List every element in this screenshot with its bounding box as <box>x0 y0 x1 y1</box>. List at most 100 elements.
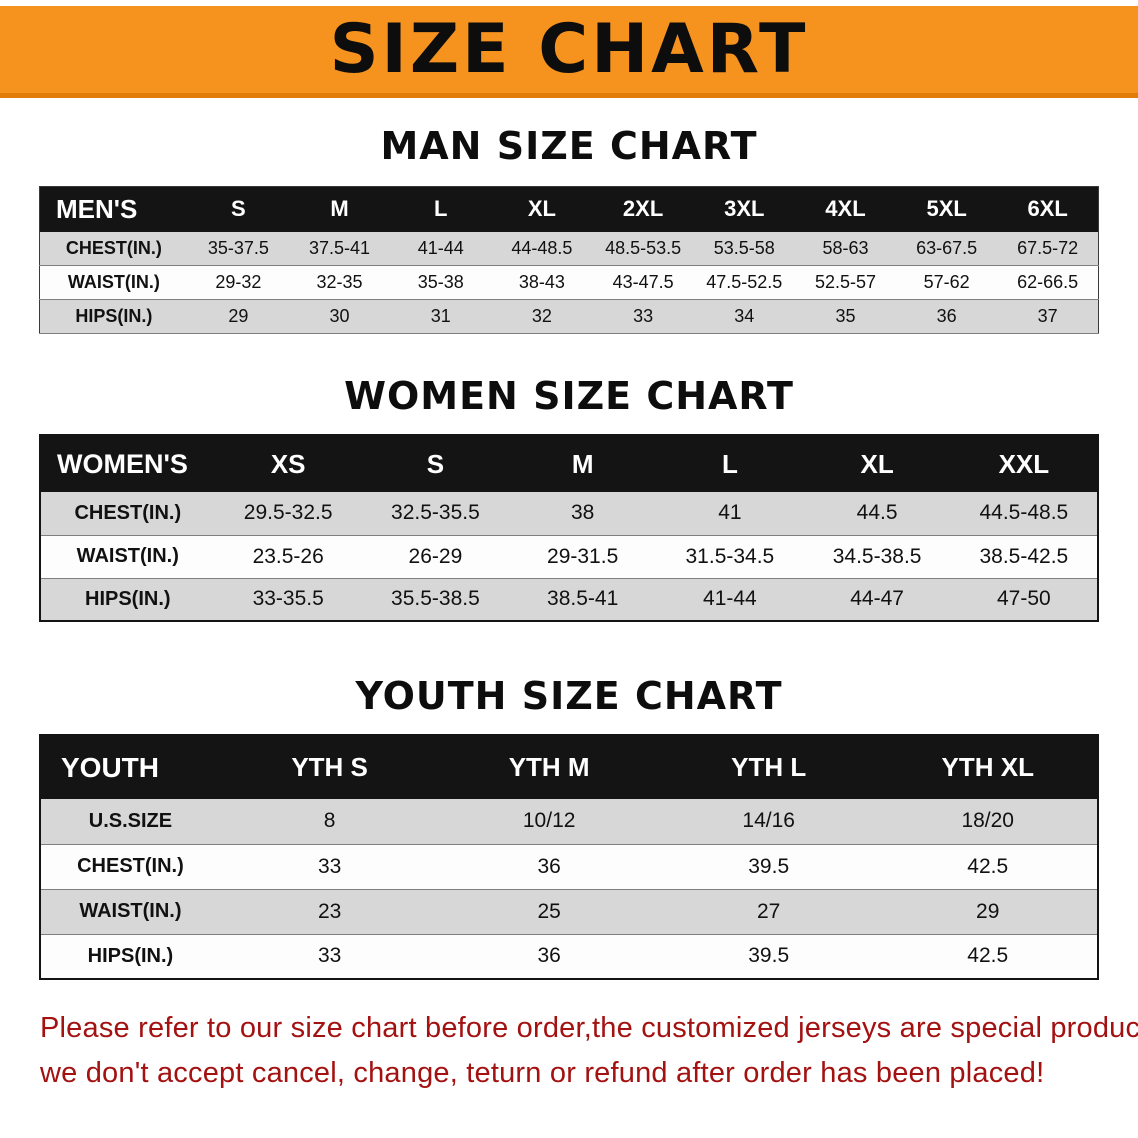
size-cell: 39.5 <box>658 844 879 889</box>
row-label: HIPS(IN.) <box>40 934 220 979</box>
column-header: M <box>509 435 657 492</box>
size-cell: 32.5-35.5 <box>361 492 510 535</box>
table-header-row: YOUTH YTH S YTH M YTH L YTH XL <box>40 735 1098 799</box>
size-cell: 14/16 <box>658 799 879 844</box>
column-header: 4XL <box>794 186 897 232</box>
table-corner-label: YOUTH <box>40 735 220 799</box>
size-cell: 23.5-26 <box>214 535 362 578</box>
size-cell: 44-47 <box>803 578 951 621</box>
size-cell: 35.5-38.5 <box>361 578 510 621</box>
row-label: HIPS(IN.) <box>39 299 188 334</box>
row-label: HIPS(IN.) <box>40 578 215 621</box>
size-cell: 36 <box>439 844 659 889</box>
size-cell: 38 <box>509 492 657 535</box>
size-cell: 23 <box>219 889 440 934</box>
table-corner-label: MEN'S <box>39 186 188 232</box>
row-label: U.S.SIZE <box>40 799 220 844</box>
size-cell: 25 <box>439 889 659 934</box>
column-header: 3XL <box>693 186 795 232</box>
column-header: L <box>390 186 492 232</box>
column-header: XXL <box>950 435 1098 492</box>
size-cell: 29 <box>187 299 289 334</box>
women-size-table: WOMEN'S XS S M L XL XXL CHEST(IN.) 29.5-32.5 32.5… <box>39 434 1099 622</box>
table-row: WAIST(IN.) 23.5-26 26-29 29-31.5 31.5-34.5 34… <box>40 535 1098 578</box>
table-row: CHEST(IN.) 35-37.5 37.5-41 41-44 44-48.5 48.5… <box>39 231 1099 266</box>
table-row: WAIST(IN.) 23 25 27 29 <box>40 889 1098 934</box>
size-cell: 29-32 <box>187 265 289 300</box>
man-size-chart-title: MAN SIZE CHART <box>380 124 758 168</box>
column-header: YTH S <box>219 735 440 799</box>
men-size-table: MEN'S S M L XL 2XL 3XL 4XL 5XL 6XL CHEST(IN.) 35-37… <box>39 186 1099 334</box>
size-cell: 44.5 <box>803 492 951 535</box>
table-row: HIPS(IN.) 29 30 31 32 33 34 35 36 37 <box>39 299 1099 334</box>
column-header: M <box>288 186 391 232</box>
size-cell: 36 <box>439 934 659 979</box>
size-cell: 34.5-38.5 <box>803 535 951 578</box>
column-header: XL <box>491 186 593 232</box>
size-cell: 35-37.5 <box>187 231 289 266</box>
size-cell: 26-29 <box>361 535 510 578</box>
table-header-row: WOMEN'S XS S M L XL XXL <box>40 435 1098 492</box>
size-cell: 42.5 <box>878 934 1098 979</box>
column-header: L <box>656 435 804 492</box>
table-row: CHEST(IN.) 33 36 39.5 42.5 <box>40 844 1098 889</box>
size-cell: 33 <box>219 934 440 979</box>
size-cell: 41-44 <box>390 231 492 266</box>
column-header: 2XL <box>592 186 694 232</box>
size-cell: 41-44 <box>656 578 804 621</box>
size-cell: 10/12 <box>439 799 659 844</box>
column-header: XS <box>214 435 362 492</box>
row-label: WAIST(IN.) <box>40 535 215 578</box>
size-cell: 57-62 <box>896 265 998 300</box>
disclaimer-line-2: we don't accept cancel, change, teturn o… <box>40 1056 1045 1089</box>
size-cell: 67.5-72 <box>997 231 1099 266</box>
size-cell: 34 <box>693 299 795 334</box>
size-cell: 29-31.5 <box>509 535 657 578</box>
size-cell: 37 <box>997 299 1099 334</box>
size-cell: 39.5 <box>658 934 879 979</box>
size-cell: 30 <box>288 299 391 334</box>
row-label: WAIST(IN.) <box>39 265 188 300</box>
size-cell: 38.5-42.5 <box>950 535 1098 578</box>
column-header: 6XL <box>997 186 1099 232</box>
banner-title: SIZE CHART <box>329 10 809 89</box>
row-label: WAIST(IN.) <box>40 889 220 934</box>
size-cell: 44-48.5 <box>491 231 593 266</box>
size-cell: 52.5-57 <box>794 265 897 300</box>
size-cell: 29.5-32.5 <box>214 492 362 535</box>
size-cell: 31 <box>390 299 492 334</box>
size-cell: 53.5-58 <box>693 231 795 266</box>
size-cell: 38-43 <box>491 265 593 300</box>
disclaimer-line-1: Please refer to our size chart before or… <box>40 1012 1138 1044</box>
size-cell: 32 <box>491 299 593 334</box>
table-corner-label: WOMEN'S <box>40 435 215 492</box>
table-header-row: MEN'S S M L XL 2XL 3XL 4XL 5XL 6XL <box>39 186 1099 232</box>
size-cell: 35 <box>794 299 897 334</box>
disclaimer-text: Please refer to our size chart before or… <box>40 1006 1138 1096</box>
size-cell: 63-67.5 <box>896 231 998 266</box>
table-row: WAIST(IN.) 29-32 32-35 35-38 38-43 43-47.5 47.… <box>39 265 1099 300</box>
column-header: YTH L <box>658 735 879 799</box>
women-size-chart-title: WOMEN SIZE CHART <box>344 374 794 418</box>
column-header: 5XL <box>896 186 998 232</box>
size-cell: 58-63 <box>794 231 897 266</box>
size-cell: 37.5-41 <box>288 231 391 266</box>
column-header: XL <box>803 435 951 492</box>
size-cell: 35-38 <box>390 265 492 300</box>
size-cell: 43-47.5 <box>592 265 694 300</box>
size-cell: 33 <box>219 844 440 889</box>
table-row: CHEST(IN.) 29.5-32.5 32.5-35.5 38 41 44.5 44.5… <box>40 492 1098 535</box>
size-cell: 47-50 <box>950 578 1098 621</box>
size-cell: 33-35.5 <box>214 578 362 621</box>
size-cell: 41 <box>656 492 804 535</box>
size-cell: 47.5-52.5 <box>693 265 795 300</box>
size-cell: 31.5-34.5 <box>656 535 804 578</box>
size-cell: 62-66.5 <box>997 265 1099 300</box>
row-label: CHEST(IN.) <box>40 844 220 889</box>
size-cell: 42.5 <box>878 844 1098 889</box>
size-cell: 27 <box>658 889 879 934</box>
row-label: CHEST(IN.) <box>39 231 188 266</box>
size-cell: 8 <box>219 799 440 844</box>
youth-size-table: YOUTH YTH S YTH M YTH L YTH XL U.S.SIZE 8 10/12… <box>39 734 1099 980</box>
size-cell: 29 <box>878 889 1098 934</box>
